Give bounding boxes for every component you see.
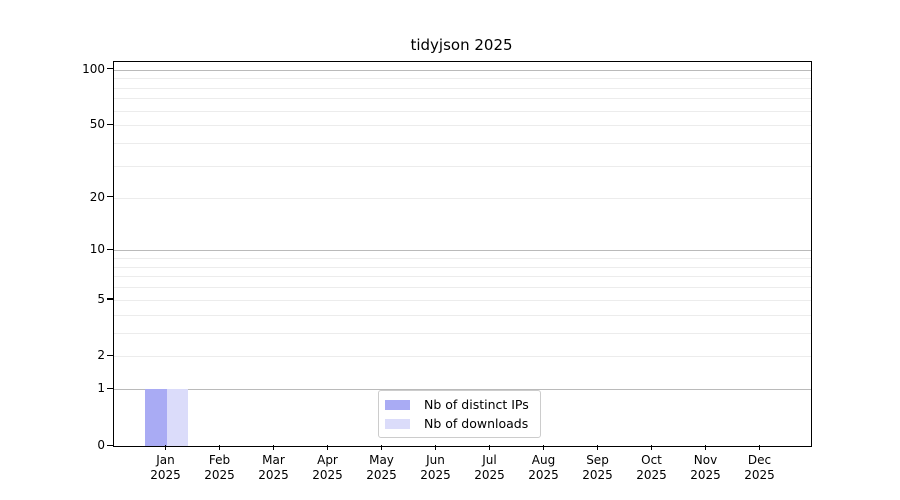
minor-gridline xyxy=(114,197,811,199)
chart-title: tidyjson 2025 xyxy=(410,36,513,54)
x-axis-tick-label: May 2025 xyxy=(366,453,397,482)
y-axis-tick xyxy=(107,387,113,390)
x-axis-tick-label: Jun 2025 xyxy=(420,453,451,482)
x-axis-tick xyxy=(651,445,653,450)
legend: Nb of distinct IPs Nb of downloads xyxy=(378,390,541,438)
x-axis-tick-label: Jul 2025 xyxy=(474,453,505,482)
y-axis-tick xyxy=(107,354,113,357)
x-axis-tick xyxy=(759,445,761,450)
x-axis-tick-label: Feb 2025 xyxy=(204,453,235,482)
x-axis-tick xyxy=(219,445,221,450)
x-axis-tick-label: Jan 2025 xyxy=(150,453,181,482)
y-axis-tick xyxy=(107,123,113,126)
minor-gridline xyxy=(114,332,811,334)
y-axis-tick-label: 20 xyxy=(89,189,105,204)
minor-gridline xyxy=(114,287,811,289)
bar-jan-distinct-ips xyxy=(145,389,167,446)
legend-item-downloads: Nb of downloads xyxy=(385,416,534,431)
x-axis-tick xyxy=(705,445,707,450)
y-axis-tick xyxy=(107,298,113,300)
legend-item-distinct-ips: Nb of distinct IPs xyxy=(385,397,534,412)
x-axis-tick xyxy=(381,445,383,450)
minor-gridline xyxy=(114,314,811,316)
x-axis-tick-label: Nov 2025 xyxy=(690,453,721,482)
y-axis-tick-label: 1 xyxy=(97,381,105,396)
y-axis-tick xyxy=(107,196,113,198)
minor-gridline xyxy=(114,356,811,358)
major-gridline xyxy=(114,389,811,391)
y-axis-tick-label: 10 xyxy=(89,242,105,257)
y-axis-tick-label: 100 xyxy=(82,61,105,76)
minor-gridline xyxy=(114,266,811,268)
legend-swatch-downloads xyxy=(385,418,410,429)
major-gridline xyxy=(114,69,811,71)
minor-gridline xyxy=(114,258,811,260)
y-axis-tick xyxy=(107,68,113,70)
x-axis-tick-label: Oct 2025 xyxy=(636,453,667,482)
legend-swatch-distinct-ips xyxy=(385,399,410,410)
x-axis-tick-label: Dec 2025 xyxy=(744,453,775,482)
x-axis-tick-label: Sep 2025 xyxy=(582,453,613,482)
legend-label-downloads: Nb of downloads xyxy=(424,416,529,431)
minor-gridline xyxy=(114,110,811,112)
y-axis-tick-label: 5 xyxy=(97,291,105,306)
y-axis-tick xyxy=(107,444,113,446)
minor-gridline xyxy=(114,276,811,278)
x-axis-tick xyxy=(435,445,437,450)
minor-gridline xyxy=(114,125,811,127)
minor-gridline xyxy=(114,299,811,301)
minor-gridline xyxy=(114,78,811,80)
minor-gridline xyxy=(114,98,811,100)
major-gridline xyxy=(114,250,811,252)
plot-area xyxy=(113,61,812,447)
x-axis-tick-label: Mar 2025 xyxy=(258,453,289,482)
x-axis-tick xyxy=(165,445,167,450)
y-axis-tick-label: 50 xyxy=(89,117,105,132)
x-axis-tick xyxy=(597,445,599,450)
y-axis-tick-label: 2 xyxy=(97,348,105,363)
x-axis-tick xyxy=(489,445,491,450)
minor-gridline xyxy=(114,166,811,167)
minor-gridline xyxy=(114,143,811,145)
x-axis-tick xyxy=(273,445,275,450)
y-axis-tick-label: 0 xyxy=(97,438,105,452)
legend-label-distinct-ips: Nb of distinct IPs xyxy=(424,397,529,412)
y-axis-tick xyxy=(107,248,113,251)
minor-gridline xyxy=(114,87,811,89)
x-axis-tick xyxy=(327,445,329,450)
x-axis-tick xyxy=(543,445,545,450)
x-axis-tick-label: Apr 2025 xyxy=(312,453,343,482)
bar-jan-downloads xyxy=(166,389,188,446)
x-axis-tick-label: Aug 2025 xyxy=(528,453,559,482)
